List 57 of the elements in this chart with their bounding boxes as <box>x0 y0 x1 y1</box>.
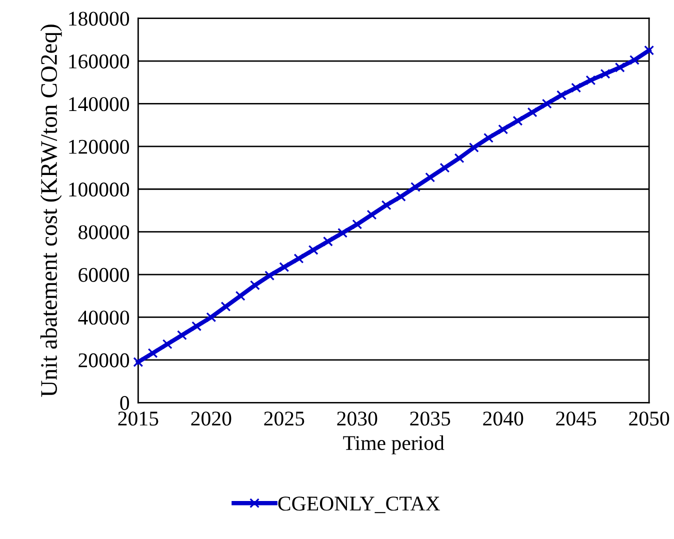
point <box>512 116 523 126</box>
point <box>279 262 290 272</box>
point <box>250 280 260 290</box>
point <box>483 132 494 143</box>
point <box>468 142 479 152</box>
point <box>629 54 640 65</box>
point <box>586 75 596 86</box>
point <box>176 330 187 340</box>
point <box>614 62 625 72</box>
point <box>192 321 202 332</box>
x-tick-label: 2040 <box>483 412 524 426</box>
y-tick-label: 120000 <box>69 140 130 154</box>
point <box>294 254 304 264</box>
point <box>322 236 333 246</box>
x-tick-label: 2030 <box>337 412 378 426</box>
point <box>498 124 508 134</box>
point <box>235 290 246 301</box>
point <box>352 219 362 230</box>
point <box>133 357 144 368</box>
x-tick-label: 2025 <box>264 412 304 426</box>
point <box>206 312 216 322</box>
point <box>396 192 406 202</box>
y-tick-label: 160000 <box>69 54 130 68</box>
point <box>527 107 538 118</box>
point <box>571 82 582 93</box>
y-axis-title: Unit abatement cost (KRW/ton CO2eq) <box>40 24 62 397</box>
x-axis-title: Time period <box>343 435 444 454</box>
y-tick-label: 20000 <box>78 353 130 368</box>
y-tick-label: 140000 <box>69 97 130 112</box>
point <box>366 210 377 220</box>
point <box>381 200 392 210</box>
y-tick-label: 80000 <box>78 225 130 240</box>
y-tick-label: 60000 <box>78 268 130 282</box>
legend-label: CGEONLY_CTAX <box>278 496 440 514</box>
point <box>556 90 566 100</box>
x-tick-label: 2045 <box>556 412 596 426</box>
point <box>148 348 158 358</box>
point <box>440 162 450 173</box>
x-tick-label: 2020 <box>191 412 232 426</box>
x-tick-label: 2015 <box>118 412 158 426</box>
y-tick-label: 180000 <box>69 12 130 26</box>
y-tick-label: 0 <box>120 396 130 410</box>
point <box>644 45 654 56</box>
point <box>338 228 348 238</box>
x-tick-label: 2035 <box>410 412 450 426</box>
point <box>600 68 610 79</box>
y-tick-label: 40000 <box>78 310 130 325</box>
point <box>308 244 318 255</box>
y-tick-label: 100000 <box>69 182 130 197</box>
x-tick-label: 2050 <box>629 412 670 426</box>
point <box>162 339 172 350</box>
point <box>410 182 421 192</box>
point <box>425 172 436 182</box>
point <box>220 302 231 312</box>
point <box>264 270 275 281</box>
point <box>542 98 552 109</box>
point <box>454 153 464 164</box>
